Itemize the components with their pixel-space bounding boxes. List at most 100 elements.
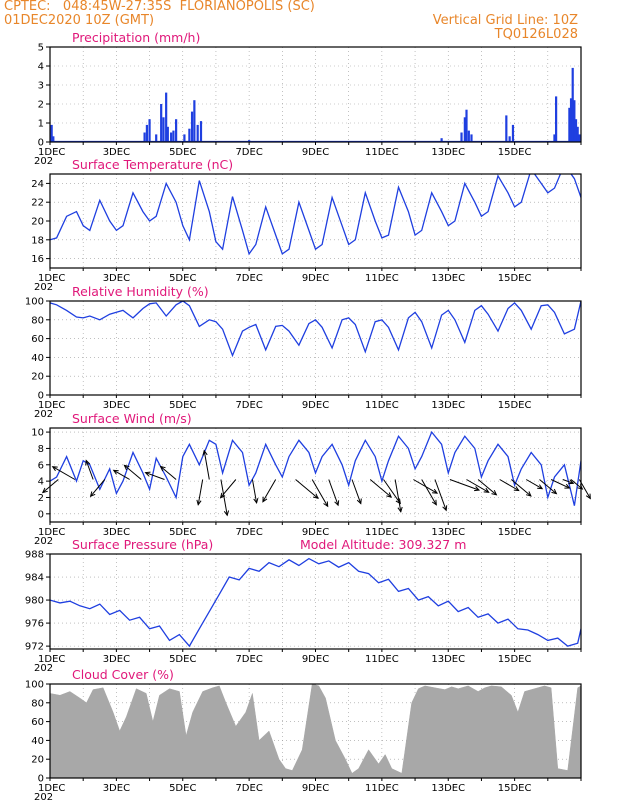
temperature-xtick-label: 5DEC: [169, 273, 196, 284]
precip-bar: [568, 107, 571, 142]
temperature-xtick-label: 7DEC: [235, 273, 262, 284]
wind-vector-arrowhead: [432, 488, 439, 494]
temperature-title: Surface Temperature (nC): [72, 157, 233, 172]
wind-vector: [90, 479, 106, 497]
wind-vector-arrowhead: [513, 486, 520, 492]
wind-xtick-label: 5DEC: [169, 527, 196, 538]
wind-vector: [539, 479, 557, 495]
cloud-ytick-label: 0: [38, 774, 44, 785]
temperature-series-line: [50, 174, 581, 256]
humidity-ytick-label: 20: [31, 372, 44, 383]
wind-vector: [562, 479, 574, 484]
wind-vector: [383, 479, 401, 504]
pressure-ytick-label: 972: [25, 642, 44, 653]
temperature-ytick-label: 22: [31, 198, 44, 209]
pressure-annotation: Model Altitude: 309.327 m: [300, 537, 466, 552]
precip-bar: [574, 119, 578, 142]
wind-vector: [477, 479, 497, 496]
wind-vector-arrowhead: [525, 491, 532, 497]
wind-vector-arrowhead: [491, 489, 498, 496]
wind-vector-arrowhead: [483, 487, 490, 493]
temperature-ytick-label: 16: [31, 254, 44, 265]
pressure-title: Surface Pressure (hPa): [72, 537, 213, 552]
precip-bar: [440, 138, 443, 142]
cloud-ytick-label: 20: [31, 755, 44, 766]
precip-bar: [555, 96, 558, 142]
station-header: CPTEC: 048:45W-27:35S FLORIANOPOLIS (SC): [4, 0, 315, 14]
wind-vector-arrowhead: [585, 493, 591, 500]
precip-bar: [511, 124, 515, 142]
precip-bar: [166, 126, 169, 142]
wind-vector-arrowhead: [202, 449, 208, 456]
precip-bar: [467, 130, 470, 142]
precip-bar: [172, 130, 175, 142]
temperature-ytick-label: 20: [31, 217, 44, 228]
wind-vector: [328, 479, 339, 506]
precip-bar: [170, 132, 173, 142]
pressure-series-line: [50, 557, 581, 648]
wind-panel-frame: [49, 427, 582, 523]
precip-bar: [188, 128, 191, 142]
humidity-xtick-label: 13DEC: [431, 400, 465, 411]
wind-xtick-label: 9DEC: [302, 527, 329, 538]
cloud-xtick-label: 3DEC: [103, 783, 130, 794]
temperature-panel-frame: [49, 173, 582, 269]
wind-xtick-label: 13DEC: [431, 527, 465, 538]
humidity-xtick-label: 1DEC: [38, 400, 65, 411]
temperature-ytick-label: 18: [31, 235, 44, 246]
humidity-xtick-label: 3DEC: [103, 400, 130, 411]
pressure-xtick-label: 15DEC: [498, 654, 532, 665]
precip-bar: [175, 119, 178, 142]
wind-vector: [550, 479, 570, 489]
precip-title: Precipitation (mm/h): [72, 30, 200, 45]
wind-vector-arrowhead: [51, 466, 58, 472]
wind-vector: [369, 479, 392, 498]
precip-bar: [465, 109, 468, 142]
humidity-ytick-label: 60: [31, 334, 44, 345]
humidity-series-line: [50, 301, 581, 358]
humidity-year-label: 202: [34, 409, 53, 420]
wind-vector-arrowhead: [312, 493, 319, 500]
humidity-title: Relative Humidity (%): [72, 284, 209, 299]
precip-ytick-label: 5: [38, 43, 44, 54]
wind-vector-arrowhead: [262, 496, 268, 503]
wind-vector: [578, 479, 591, 499]
cloud-ytick-label: 60: [31, 717, 44, 728]
wind-vector: [570, 479, 583, 490]
precip-bar: [571, 67, 574, 142]
wind-title: Surface Wind (m/s): [72, 411, 192, 426]
wind-vector-arrowhead: [551, 488, 558, 495]
wind-ytick-label: 4: [38, 477, 44, 488]
wind-vector: [262, 479, 277, 502]
wind-xtick-label: 15DEC: [498, 527, 532, 538]
wind-vector-arrowhead: [395, 498, 401, 505]
precip-bar: [578, 134, 581, 142]
wind-vector-arrowhead: [537, 484, 544, 490]
wind-xtick-label: 7DEC: [235, 527, 262, 538]
precip-bar: [573, 100, 576, 142]
wind-xtick-label: 11DEC: [365, 527, 399, 538]
pressure-xtick-label: 11DEC: [365, 654, 399, 665]
humidity-xtick-label: 7DEC: [235, 400, 262, 411]
wind-vector: [394, 479, 402, 512]
wind-vector: [197, 479, 204, 505]
precip-xtick-label: 9DEC: [302, 147, 329, 158]
precip-bar: [463, 117, 466, 142]
pressure-ytick-label: 980: [25, 596, 44, 607]
precip-bar: [183, 134, 186, 142]
cloud-ytick-label: 40: [31, 736, 44, 747]
wind-vector: [525, 479, 543, 490]
precip-bar: [508, 136, 511, 142]
cloud-ytick-label: 100: [25, 680, 44, 691]
wind-vector-arrowhead: [568, 479, 575, 485]
wind-vector-arrowhead: [397, 506, 403, 513]
precip-bar: [50, 124, 53, 142]
wind-vector-arrowhead: [223, 510, 230, 517]
precip-bar: [569, 98, 573, 142]
pressure-xtick-label: 1DEC: [38, 654, 65, 665]
wind-ytick-label: 8: [38, 444, 44, 455]
pressure-ytick-label: 976: [25, 619, 44, 630]
humidity-xtick-label: 9DEC: [302, 400, 329, 411]
precip-bar: [470, 134, 473, 142]
precip-xtick-label: 13DEC: [431, 147, 465, 158]
